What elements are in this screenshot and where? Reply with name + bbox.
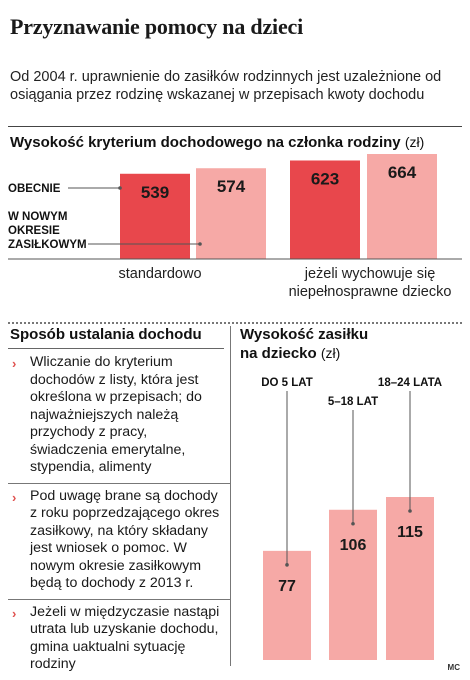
- criterion-value-s0-c1: 623: [311, 169, 339, 188]
- legend-current: OBECNIE: [8, 183, 61, 195]
- list-item-text: Pod uwagę brane są dochody z roku poprze…: [30, 487, 220, 592]
- allowance-bar-2: [386, 497, 434, 660]
- allowance-value-2: 115: [397, 524, 423, 541]
- allowance-age-label-0: DO 5 LAT: [261, 377, 313, 389]
- legend-new-line2: OKRESIE: [8, 225, 60, 237]
- list-item: › Pod uwagę brane są dochody z roku popr…: [8, 484, 230, 600]
- allowance-chart-title-line2: na dziecko: [240, 345, 317, 362]
- category-label-disabled-line2: niepełnosprawne dziecko: [289, 284, 452, 300]
- legend-new-line3: ZASIŁKOWYM: [8, 239, 87, 251]
- legend-new-dot: [198, 242, 202, 246]
- criterion-chart-title-text: Wysokość kryterium dochodowego na członk…: [10, 134, 401, 151]
- criterion-bar-s1-c1: [367, 154, 437, 259]
- column-divider: [230, 326, 231, 666]
- criterion-chart-title: Wysokość kryterium dochodowego na członk…: [10, 134, 424, 151]
- criterion-value-s0-c0: 539: [141, 183, 169, 202]
- income-method-title: Sposób ustalania dochodu: [10, 326, 202, 343]
- divider-dotted: [8, 322, 462, 324]
- list-item-text: Jeżeli w międzyczasie nastąpi utrata lub…: [30, 603, 220, 673]
- category-label-standard: standardowo: [118, 266, 201, 282]
- allowance-bar-1: [329, 509, 377, 660]
- allowance-bar-0: [263, 550, 311, 660]
- chevron-right-icon: ›: [12, 605, 17, 621]
- divider-left-head: [8, 348, 224, 349]
- allowance-chart: DO 5 LAT 77 5–18 LAT 106 18–24 LATA 115: [261, 377, 442, 660]
- chevron-right-icon: ›: [12, 356, 17, 371]
- allowance-value-0: 77: [278, 578, 296, 595]
- criterion-chart: 539 623 574 664 OBECNIE W NOWYM OKRESIE ZAS…: [8, 154, 462, 300]
- list-item: › Wliczanie do kryterium dochodów z list…: [8, 350, 230, 484]
- page-title: Przyznawanie pomocy na dzieci: [10, 14, 303, 39]
- list-item-text: Wliczanie do kryterium dochodów z listy,…: [30, 354, 202, 475]
- criterion-bar-s0-c1: [290, 160, 360, 259]
- chevron-right-icon: ›: [12, 489, 17, 505]
- legend-current-dot: [118, 186, 122, 190]
- allowance-value-1: 106: [340, 537, 367, 554]
- divider-top: [8, 126, 462, 127]
- category-label-disabled-line1: jeżeli wychowuje się: [304, 266, 436, 282]
- page-subtitle: Od 2004 r. uprawnienie do zasiłków rodzi…: [10, 69, 442, 103]
- criterion-chart-unit: (zł): [404, 134, 425, 150]
- list-item: › Jeżeli w międzyczasie nastąpi utrata l…: [8, 600, 230, 680]
- criterion-bar-s0-c0: [120, 173, 190, 259]
- allowance-chart-title-line1: Wysokość zasiłku: [240, 326, 369, 343]
- criterion-bar-s1-c0: [196, 168, 266, 259]
- allowance-age-label-2: 18–24 LATA: [378, 377, 442, 389]
- allowance-chart-title: Wysokość zasiłku na dziecko (zł): [240, 326, 368, 363]
- allowance-age-label-1: 5–18 LAT: [328, 396, 378, 408]
- credit: MC: [447, 663, 460, 672]
- income-method-list: › Wliczanie do kryterium dochodów z list…: [8, 350, 230, 680]
- legend-new-line1: W NOWYM: [8, 211, 67, 223]
- criterion-value-s1-c0: 574: [217, 177, 246, 196]
- allowance-chart-unit: (zł): [320, 345, 341, 361]
- allowance-leader-dot-0: [285, 563, 289, 567]
- allowance-leader-dot-1: [351, 521, 355, 526]
- criterion-value-s1-c1: 664: [388, 163, 417, 182]
- allowance-leader-dot-2: [408, 509, 412, 513]
